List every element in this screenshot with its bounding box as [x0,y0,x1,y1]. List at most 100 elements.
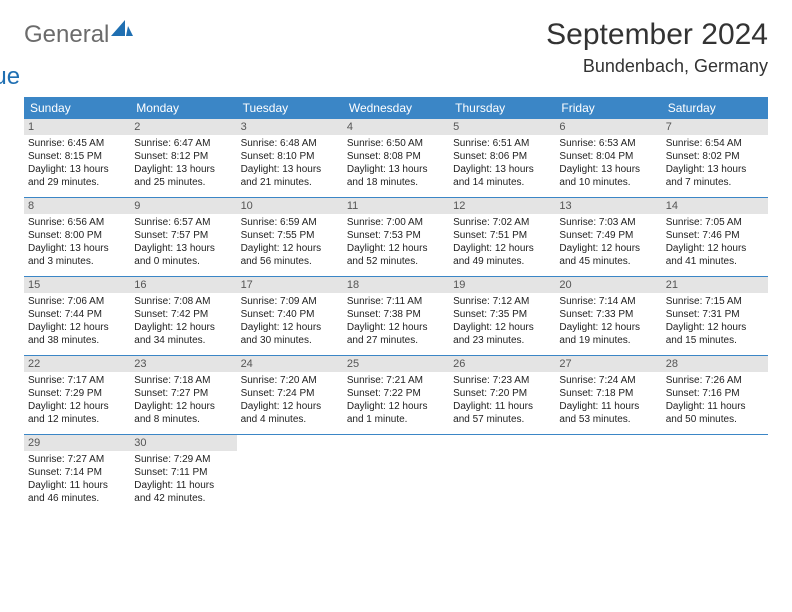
dow-cell: Monday [130,97,236,119]
day-number: 21 [662,277,768,293]
day-cell: 23Sunrise: 7:18 AMSunset: 7:27 PMDayligh… [130,356,236,434]
day-info-line: Daylight: 12 hours [28,321,126,334]
day-info-line: and 7 minutes. [666,176,764,189]
day-cell: 3Sunrise: 6:48 AMSunset: 8:10 PMDaylight… [237,119,343,197]
day-info-line: and 3 minutes. [28,255,126,268]
day-info-line: Daylight: 12 hours [28,400,126,413]
day-cell: 2Sunrise: 6:47 AMSunset: 8:12 PMDaylight… [130,119,236,197]
day-info-line: Sunset: 7:20 PM [453,387,551,400]
day-info-line: Sunrise: 6:51 AM [453,137,551,150]
day-info-line: Daylight: 12 hours [241,400,339,413]
day-info-line: Daylight: 13 hours [28,163,126,176]
day-info-line: Daylight: 11 hours [28,479,126,492]
day-number: 23 [130,356,236,372]
day-cell: 30Sunrise: 7:29 AMSunset: 7:11 PMDayligh… [130,435,236,513]
location-label: Bundenbach, Germany [546,56,768,77]
day-info-line: Sunrise: 7:21 AM [347,374,445,387]
day-info-line: and 27 minutes. [347,334,445,347]
day-info-line: and 30 minutes. [241,334,339,347]
day-number: 3 [237,119,343,135]
day-info-line: Daylight: 11 hours [559,400,657,413]
day-info-line: and 0 minutes. [134,255,232,268]
day-cell: 20Sunrise: 7:14 AMSunset: 7:33 PMDayligh… [555,277,661,355]
day-info-line: Sunrise: 6:57 AM [134,216,232,229]
day-info-line: and 56 minutes. [241,255,339,268]
day-cell: 6Sunrise: 6:53 AMSunset: 8:04 PMDaylight… [555,119,661,197]
day-info-line: and 10 minutes. [559,176,657,189]
day-number: 10 [237,198,343,214]
day-info-line: Daylight: 12 hours [666,242,764,255]
day-info-line: Sunrise: 7:27 AM [28,453,126,466]
day-cell: 7Sunrise: 6:54 AMSunset: 8:02 PMDaylight… [662,119,768,197]
day-info-line: and 8 minutes. [134,413,232,426]
day-info-line: Sunrise: 7:23 AM [453,374,551,387]
day-info-line: Daylight: 12 hours [453,242,551,255]
day-info-line: Daylight: 12 hours [347,400,445,413]
day-number: 13 [555,198,661,214]
week-row: 29Sunrise: 7:27 AMSunset: 7:14 PMDayligh… [24,435,768,513]
day-info-line: Sunrise: 7:12 AM [453,295,551,308]
day-info-line: Sunset: 7:31 PM [666,308,764,321]
day-info-line: Daylight: 13 hours [28,242,126,255]
day-info-line: Sunset: 8:04 PM [559,150,657,163]
day-info-line: Daylight: 11 hours [453,400,551,413]
day-info-line: Sunrise: 7:15 AM [666,295,764,308]
day-number: 24 [237,356,343,372]
day-info-line: Daylight: 13 hours [134,163,232,176]
day-number: 11 [343,198,449,214]
day-cell: 8Sunrise: 6:56 AMSunset: 8:00 PMDaylight… [24,198,130,276]
day-info-line: and 41 minutes. [666,255,764,268]
day-info-line: Sunrise: 7:02 AM [453,216,551,229]
day-info-line: and 49 minutes. [453,255,551,268]
day-info-line: Sunrise: 7:14 AM [559,295,657,308]
day-info-line: Sunrise: 6:59 AM [241,216,339,229]
week-row: 15Sunrise: 7:06 AMSunset: 7:44 PMDayligh… [24,277,768,356]
day-info-line: Sunrise: 7:06 AM [28,295,126,308]
day-number: 27 [555,356,661,372]
dow-cell: Friday [555,97,661,119]
day-info-line: Sunset: 7:40 PM [241,308,339,321]
day-info-line: Daylight: 12 hours [134,400,232,413]
day-info-line: Sunset: 7:44 PM [28,308,126,321]
week-row: 8Sunrise: 6:56 AMSunset: 8:00 PMDaylight… [24,198,768,277]
day-info-line: Daylight: 12 hours [347,321,445,334]
day-cell [343,435,449,513]
day-info-line: Sunset: 7:16 PM [666,387,764,400]
day-number: 26 [449,356,555,372]
calendar-grid: SundayMondayTuesdayWednesdayThursdayFrid… [24,97,768,513]
day-number: 15 [24,277,130,293]
day-info-line: and 21 minutes. [241,176,339,189]
day-info-line: Sunset: 7:46 PM [666,229,764,242]
day-info-line: and 45 minutes. [559,255,657,268]
day-cell: 11Sunrise: 7:00 AMSunset: 7:53 PMDayligh… [343,198,449,276]
title-block: September 2024 Bundenbach, Germany [546,18,768,77]
day-info-line: Sunrise: 7:09 AM [241,295,339,308]
day-cell: 5Sunrise: 6:51 AMSunset: 8:06 PMDaylight… [449,119,555,197]
day-number: 1 [24,119,130,135]
dow-cell: Wednesday [343,97,449,119]
day-info-line: Sunrise: 7:05 AM [666,216,764,229]
day-number: 19 [449,277,555,293]
day-info-line: Daylight: 12 hours [134,321,232,334]
day-info-line: Sunrise: 7:03 AM [559,216,657,229]
day-info-line: Sunrise: 6:50 AM [347,137,445,150]
day-info-line: Daylight: 12 hours [559,321,657,334]
day-info-line: Sunset: 7:14 PM [28,466,126,479]
day-info-line: Sunset: 8:08 PM [347,150,445,163]
day-number: 16 [130,277,236,293]
day-number: 17 [237,277,343,293]
weeks-container: 1Sunrise: 6:45 AMSunset: 8:15 PMDaylight… [24,119,768,513]
day-info-line: and 18 minutes. [347,176,445,189]
day-info-line: Sunset: 7:24 PM [241,387,339,400]
day-cell: 14Sunrise: 7:05 AMSunset: 7:46 PMDayligh… [662,198,768,276]
week-row: 1Sunrise: 6:45 AMSunset: 8:15 PMDaylight… [24,119,768,198]
day-info-line: and 50 minutes. [666,413,764,426]
day-info-line: Sunset: 8:06 PM [453,150,551,163]
day-cell [237,435,343,513]
day-number: 20 [555,277,661,293]
day-cell: 13Sunrise: 7:03 AMSunset: 7:49 PMDayligh… [555,198,661,276]
day-cell: 15 Sunrise: 7:06 AMSunset: 7:44 PMDayligh… [24,277,130,355]
day-cell: 10Sunrise: 6:59 AMSunset: 7:55 PMDayligh… [237,198,343,276]
day-cell [555,435,661,513]
day-cell: 17Sunrise: 7:09 AMSunset: 7:40 PMDayligh… [237,277,343,355]
